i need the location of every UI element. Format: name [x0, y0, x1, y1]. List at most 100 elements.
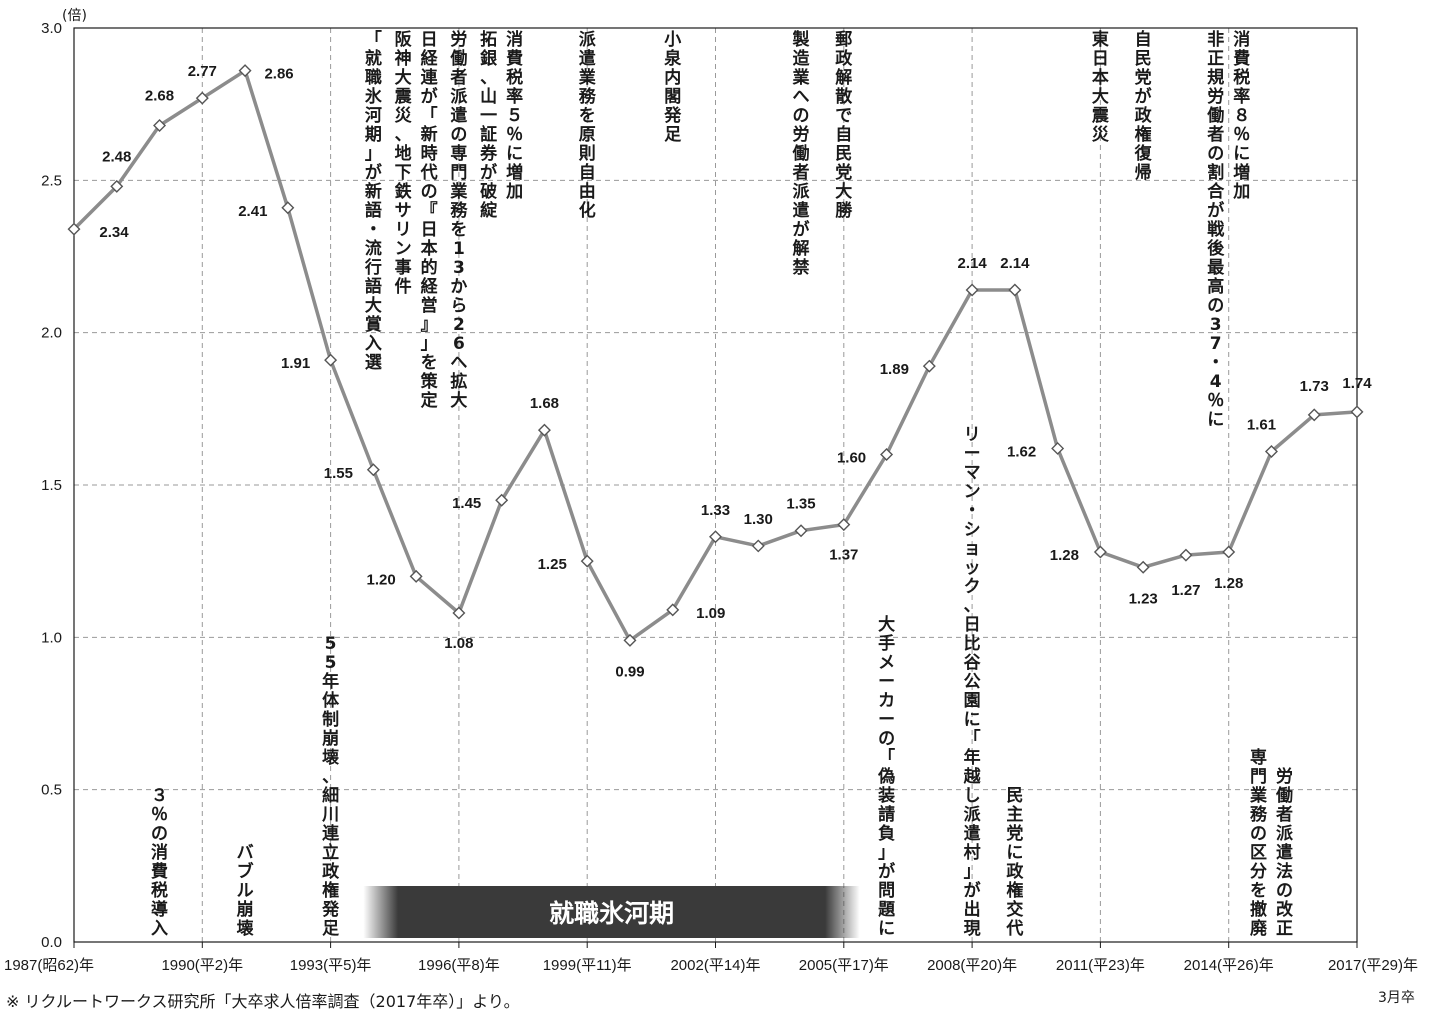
data-label: 1.27 [1171, 582, 1200, 599]
event-text: 専門業務の区分を撤廃 [1250, 748, 1268, 939]
event-annotation: 小泉内閣発足 [663, 30, 682, 145]
series-markers [67, 64, 1364, 647]
data-label: 1.68 [530, 395, 559, 412]
event-text: ３％の消費税導入 [151, 786, 168, 939]
data-point [281, 201, 295, 215]
event-annotation: ３％の消費税導入 [151, 786, 168, 939]
data-label: 1.60 [837, 450, 866, 467]
data-point [837, 518, 851, 532]
grid-lines [74, 28, 1357, 942]
data-label: 0.99 [615, 663, 644, 680]
y-tick-label: 2.0 [41, 325, 62, 342]
data-point [495, 493, 509, 507]
y-tick-label: 0.0 [41, 934, 62, 951]
data-point [965, 283, 979, 297]
data-label: 2.14 [957, 255, 987, 272]
data-label: 1.20 [367, 571, 396, 588]
data-label: 2.34 [99, 224, 129, 241]
event-text: 阪神大震災、地下鉄サリン事件 [394, 30, 413, 297]
data-point [153, 119, 167, 132]
data-label: 1.35 [786, 496, 815, 513]
event-text: 民主党に政権交代 [1005, 786, 1024, 939]
x-axis-ticks: 1987(昭62)年 1990(平2)年 1993(平5)年 1996(平8)年 199… [4, 942, 1418, 974]
event-text: 消費税率５％に増加 [505, 29, 523, 202]
event-annotation: 民主党に政権交代 [1005, 786, 1024, 939]
y-tick-label: 1.0 [41, 629, 62, 646]
event-annotation: バブル崩壊 [237, 843, 255, 939]
employment-ice-age-band: 就職氷河期 [363, 886, 860, 938]
data-point [580, 554, 594, 568]
data-label: 1.89 [880, 361, 909, 378]
data-point [1008, 283, 1022, 297]
data-point [67, 222, 81, 236]
data-point [1264, 444, 1278, 458]
data-point [452, 606, 466, 620]
event-text: 「就職氷河期」が新語・流行語大賞入選 [364, 29, 383, 373]
data-label: 2.86 [264, 66, 293, 83]
event-annotation: 日経連が「新時代の『日本的経営』」を策定 [420, 30, 439, 411]
event-text: 消費税率８％に増加 [1232, 29, 1250, 202]
x-tick-label: 1987(昭62)年 [4, 957, 94, 974]
band-rect [363, 886, 860, 938]
event-annotation: 労働者派遣法の改正 [1275, 766, 1294, 939]
data-label: 2.77 [188, 63, 217, 80]
data-label: 1.28 [1050, 547, 1079, 564]
data-point [110, 179, 124, 193]
event-text: 日経連が「新時代の『日本的経営』」を策定 [420, 30, 439, 411]
x-tick-label: 1996(平8)年 [418, 957, 500, 974]
data-label: 1.37 [829, 547, 858, 564]
data-label: 1.45 [452, 495, 481, 512]
y-axis-unit: (倍) [62, 8, 87, 24]
data-point [1307, 408, 1321, 422]
source-footnote: ※ リクルートワークス研究所「大卒求人倍率調査（2017年卒）」より。 [6, 992, 520, 1011]
event-annotation: 拓銀、山一証券が破綻 [479, 30, 498, 221]
event-annotation: 非正規労働者の割合が戦後最高の 3 7 ・ 4 ％に [1206, 29, 1225, 430]
data-point [195, 91, 209, 105]
data-label: 1.62 [1007, 443, 1036, 460]
data-point [709, 530, 722, 544]
event-text: 東日本大震災 [1091, 29, 1110, 145]
x-tick-label: 1990(平2)年 [161, 957, 243, 974]
event-text: 5 5 年体制崩壊、細川連立政権発足 [321, 634, 340, 939]
data-label: 1.33 [701, 502, 730, 519]
event-text: 労働者派遣法の改正 [1275, 766, 1294, 939]
data-label: 2.68 [145, 87, 174, 104]
data-point [537, 423, 551, 437]
x-tick-label: 2014(平26)年 [1184, 957, 1274, 974]
event-annotation: 大手メーカーの「偽装請負」が問題に [877, 614, 896, 939]
event-annotation: リーマン・ショック、日比谷公園に「年越し派遣村」が出現 [963, 425, 982, 939]
data-label: 1.23 [1129, 590, 1158, 607]
y-tick-label: 2.5 [41, 172, 62, 189]
event-text: 大手メーカーの「偽装請負」が問題に [877, 614, 896, 939]
band-label: 就職氷河期 [549, 899, 674, 928]
event-annotation: 派遣業務を原則自由化 [579, 30, 597, 221]
data-label: 2.48 [102, 148, 131, 165]
y-tick-label: 3.0 [41, 20, 62, 37]
data-label: 1.08 [444, 635, 473, 652]
event-annotations: ３％の消費税導入 バブル崩壊 5 5 年体制崩壊、細川連立政権発足 「就職氷河期」が新語・… [151, 29, 1294, 939]
data-labels: 2.34 2.48 2.68 2.77 2.86 2.41 1.91 1.55 1.20 1.08… [99, 63, 1372, 680]
x-tick-label: 2017(平29)年 [1328, 957, 1418, 974]
data-label: 1.25 [538, 556, 567, 573]
event-annotation: 5 5 年体制崩壊、細川連立政権発足 [321, 634, 340, 939]
x-tick-label: 2008(平20)年 [927, 957, 1017, 974]
data-point [324, 353, 338, 367]
event-text: 自民党が政権復帰 [1134, 29, 1153, 183]
data-point [666, 603, 680, 617]
data-point [366, 463, 380, 477]
event-annotation: 阪神大震災、地下鉄サリン事件 [394, 30, 413, 297]
data-label: 2.14 [1000, 255, 1030, 272]
data-label: 2.41 [238, 203, 267, 220]
data-point [1222, 545, 1236, 559]
event-annotation: 郵政解散で自民党大勝 [835, 30, 853, 221]
event-text: 小泉内閣発足 [663, 30, 682, 145]
event-annotation: 専門業務の区分を撤廃 [1250, 748, 1268, 939]
event-annotation: 「就職氷河期」が新語・流行語大賞入選 [364, 29, 383, 373]
data-point [880, 448, 894, 462]
data-point [1051, 441, 1065, 455]
event-annotation: 東日本大震災 [1091, 29, 1110, 145]
data-point [751, 539, 765, 553]
data-point [1093, 545, 1107, 559]
data-label: 1.30 [744, 511, 773, 528]
